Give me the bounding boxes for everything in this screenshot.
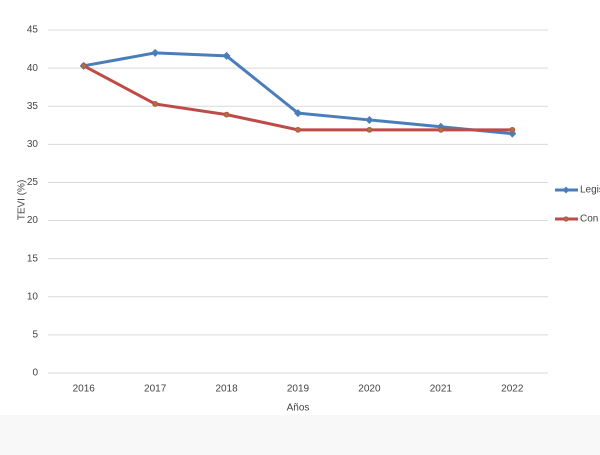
- y-axis-label: TEVI (%): [17, 180, 28, 221]
- data-point: [294, 109, 302, 118]
- x-tick-label: 2016: [73, 384, 96, 395]
- data-point: [152, 101, 159, 107]
- x-tick-label: 2019: [287, 384, 310, 395]
- y-tick-label: 40: [27, 63, 39, 74]
- y-tick-label: 0: [32, 368, 38, 379]
- legend-marker: [562, 186, 570, 194]
- x-tick-label: 2021: [430, 384, 453, 395]
- y-tick-label: 10: [27, 291, 39, 302]
- chart-background: [0, 0, 600, 415]
- y-tick-label: 30: [27, 139, 39, 150]
- data-point: [151, 48, 160, 57]
- y-tick-label: 20: [27, 215, 39, 226]
- data-point: [509, 126, 516, 133]
- x-tick-label: 2018: [215, 384, 238, 395]
- legend-label: Legis hasta: [580, 185, 600, 196]
- y-tick-label: 35: [27, 101, 39, 112]
- x-tick-label: 2020: [358, 384, 381, 395]
- data-point: [222, 51, 231, 60]
- legend-marker: [563, 216, 569, 222]
- y-tick-label: 5: [32, 330, 38, 341]
- y-tick-label: 15: [27, 253, 39, 264]
- data-point: [80, 62, 87, 69]
- y-tick-label: 45: [27, 25, 39, 36]
- legend-label: Con r: [580, 214, 600, 225]
- data-point: [366, 126, 373, 133]
- data-point: [295, 126, 301, 133]
- data-point: [365, 115, 374, 124]
- x-axis-label: Años: [287, 403, 310, 414]
- data-point: [437, 126, 444, 133]
- data-point: [223, 111, 230, 118]
- x-tick-label: 2017: [144, 384, 167, 395]
- x-tick-label: 2022: [501, 384, 524, 395]
- y-tick-label: 25: [27, 177, 39, 188]
